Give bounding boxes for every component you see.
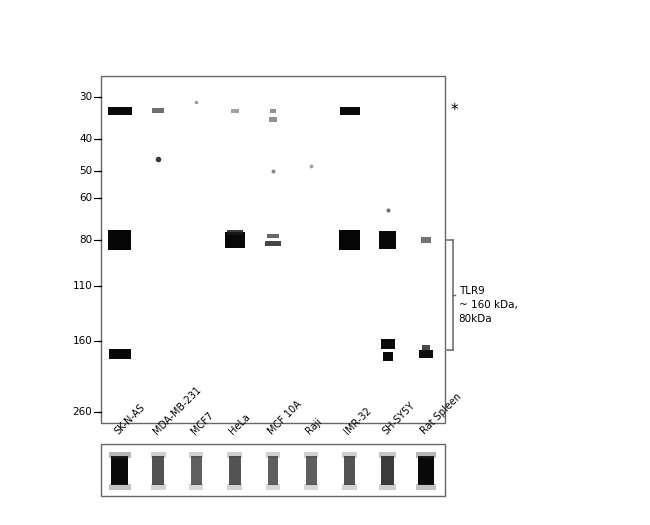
Bar [380, 452, 396, 458]
Text: 40: 40 [79, 134, 92, 144]
Bar [111, 456, 128, 485]
Text: MDA-MB-231: MDA-MB-231 [151, 385, 203, 436]
Bar [304, 452, 318, 458]
Text: Raji: Raji [304, 417, 324, 436]
Text: 80: 80 [79, 235, 92, 245]
Bar [108, 107, 132, 115]
Bar [422, 345, 430, 351]
Text: SK-N-AS: SK-N-AS [113, 402, 147, 436]
Text: HeLa: HeLa [227, 412, 252, 436]
Bar [229, 456, 240, 485]
Bar [269, 117, 277, 122]
Bar [101, 76, 445, 423]
Bar [383, 352, 393, 361]
Bar [109, 230, 131, 249]
Bar [190, 484, 203, 490]
Bar [342, 452, 358, 458]
Text: 260: 260 [73, 407, 92, 417]
Bar [101, 444, 445, 496]
Bar [416, 452, 436, 458]
Bar [266, 484, 280, 490]
Bar [344, 456, 356, 485]
Text: 60: 60 [79, 193, 92, 203]
Bar [152, 456, 164, 485]
Bar [382, 456, 395, 485]
Text: Rat Spleen: Rat Spleen [419, 392, 463, 436]
Bar [419, 456, 434, 485]
Bar [227, 230, 242, 235]
Bar [380, 339, 395, 349]
Bar [191, 456, 202, 485]
Bar [421, 237, 432, 244]
Bar [109, 349, 131, 359]
Bar [379, 232, 396, 249]
Text: 50: 50 [79, 166, 92, 176]
Text: IMR-32: IMR-32 [343, 405, 373, 436]
Bar [380, 484, 396, 490]
Bar [265, 241, 281, 246]
Bar [268, 456, 278, 485]
Text: 160: 160 [73, 336, 92, 346]
Bar [306, 456, 317, 485]
Bar [342, 484, 358, 490]
Bar [152, 109, 164, 113]
Bar [270, 109, 276, 113]
Text: MCF 10A: MCF 10A [266, 399, 304, 436]
Bar [109, 452, 131, 458]
Bar [416, 484, 436, 490]
Bar [227, 484, 242, 490]
Text: *: * [451, 103, 459, 118]
Text: MCF7: MCF7 [189, 410, 216, 436]
Text: 110: 110 [73, 281, 92, 291]
Bar [339, 107, 359, 115]
Bar [266, 452, 280, 458]
Bar [227, 452, 242, 458]
Bar [190, 452, 203, 458]
Bar [109, 484, 131, 490]
Bar [304, 484, 318, 490]
Text: SH-SY5Y: SH-SY5Y [381, 401, 417, 436]
Bar [419, 350, 434, 359]
Bar [151, 484, 166, 490]
Bar [339, 230, 360, 249]
Text: 30: 30 [79, 92, 92, 102]
Bar [151, 452, 166, 458]
Bar [231, 109, 239, 113]
Text: TLR9
~ 160 kDa,
80kDa: TLR9 ~ 160 kDa, 80kDa [459, 286, 517, 324]
Bar [267, 234, 279, 238]
Bar [225, 232, 244, 248]
